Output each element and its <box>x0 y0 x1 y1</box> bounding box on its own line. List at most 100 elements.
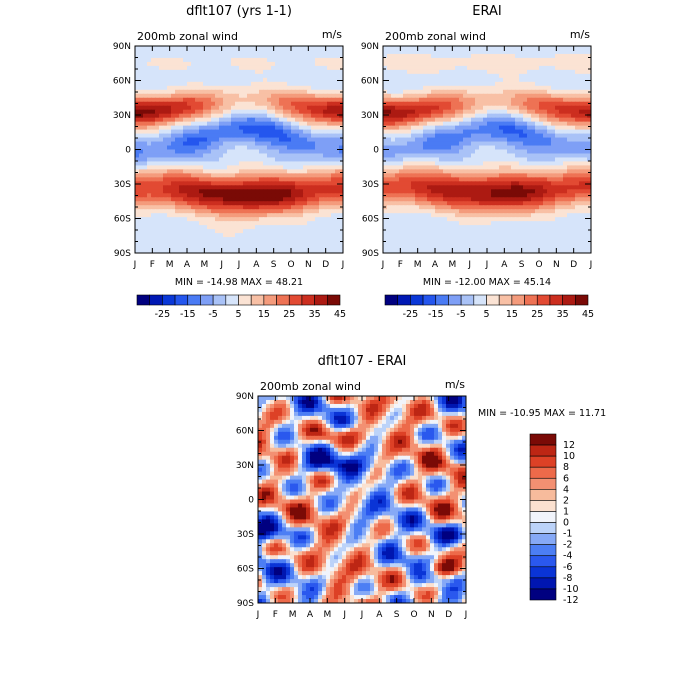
contour-cell <box>199 173 204 178</box>
contour-cell <box>491 137 496 143</box>
contour-cell <box>195 181 200 186</box>
contour-cell <box>183 169 188 174</box>
contour-cell <box>323 185 328 190</box>
contour-cell <box>447 81 452 87</box>
contour-cell <box>255 221 260 226</box>
contour-cell <box>287 225 292 230</box>
contour-cell <box>223 221 228 226</box>
contour-cell <box>399 89 404 95</box>
contour-cell <box>215 133 220 139</box>
contour-cell <box>291 101 296 107</box>
contour-cell <box>479 113 484 119</box>
contour-cell <box>555 89 560 95</box>
contour-cell <box>487 149 492 155</box>
contour-cell <box>399 105 404 111</box>
contour-cell <box>255 193 260 198</box>
contour-cell <box>143 77 148 83</box>
contour-cell <box>307 177 312 182</box>
contour-cell <box>307 113 312 119</box>
contour-cell <box>171 69 176 75</box>
contour-cell <box>295 89 300 95</box>
contour-cell <box>259 141 264 147</box>
contour-cell <box>291 97 296 103</box>
contour-cell <box>443 85 448 91</box>
contour-cell <box>275 113 280 119</box>
contour-cell <box>155 157 160 163</box>
contour-cell <box>223 181 228 186</box>
contour-cell <box>179 141 184 147</box>
contour-cell <box>507 109 512 115</box>
contour-cell <box>271 77 276 83</box>
contour-cell <box>519 57 524 63</box>
contour-cell <box>303 133 308 139</box>
colorbar-swatch <box>174 294 189 306</box>
contour-cell <box>391 89 396 95</box>
contour-cell <box>263 145 268 151</box>
contour-cell <box>423 105 428 111</box>
contour-cell <box>135 237 140 242</box>
contour-cell <box>243 133 248 139</box>
contour-cell <box>143 81 148 87</box>
contour-cell <box>415 189 420 194</box>
contour-cell <box>339 49 343 55</box>
contour-cell <box>191 101 196 107</box>
contour-cell <box>423 197 428 202</box>
contour-cell <box>531 117 536 123</box>
contour-cell <box>179 157 184 163</box>
contour-cell <box>311 181 316 186</box>
contour-cell <box>299 205 304 210</box>
contour-cell <box>383 85 388 91</box>
contour-cell <box>503 65 508 71</box>
contour-cell <box>287 245 292 250</box>
contour-cell <box>187 125 192 131</box>
contour-cell <box>499 93 504 99</box>
contour-cell <box>215 165 220 170</box>
contour-cell <box>383 57 388 63</box>
contour-cell <box>535 61 540 67</box>
contour-cell <box>399 73 404 79</box>
contour-cell <box>463 121 468 127</box>
contour-cell <box>431 46 436 51</box>
contour-cell <box>335 165 340 170</box>
contour-cell <box>571 113 576 119</box>
contour-cell <box>555 113 560 119</box>
contour-cell <box>431 113 436 119</box>
contour-cell <box>519 73 524 79</box>
contour-cell <box>307 73 312 79</box>
contour-cell <box>307 69 312 75</box>
contour-cell <box>311 85 316 91</box>
contour-cell <box>407 137 412 143</box>
contour-cell <box>479 209 484 214</box>
contour-cell <box>339 81 343 87</box>
contour-cell <box>415 101 420 107</box>
contour-cell <box>395 97 400 103</box>
contour-cell <box>143 145 148 151</box>
contour-cell <box>423 153 428 159</box>
contour-cell <box>431 109 436 115</box>
contour-cell <box>475 77 480 83</box>
contour-cell <box>439 57 444 63</box>
contour-cell <box>563 173 568 178</box>
contour-cell <box>179 245 184 250</box>
contour-cell <box>191 105 196 111</box>
contour-cell <box>299 141 304 147</box>
contour-cell <box>459 153 464 159</box>
contour-cell <box>259 177 264 182</box>
contour-cell <box>519 109 524 115</box>
contour-cell <box>535 46 540 51</box>
contour-cell <box>179 121 184 127</box>
contour-cell <box>407 149 412 155</box>
contour-cell <box>227 125 232 131</box>
contour-cell <box>571 93 576 99</box>
contour-cell <box>151 181 156 186</box>
contour-cell <box>495 89 500 95</box>
contour-cell <box>479 141 484 147</box>
contour-cell <box>155 93 160 99</box>
contour-cell <box>283 125 288 131</box>
contour-cell <box>503 173 508 178</box>
contour-cell <box>519 53 524 59</box>
contour-cell <box>267 101 272 107</box>
contour-cell <box>479 149 484 155</box>
contour-cell <box>567 117 572 123</box>
contour-cell <box>467 105 472 111</box>
